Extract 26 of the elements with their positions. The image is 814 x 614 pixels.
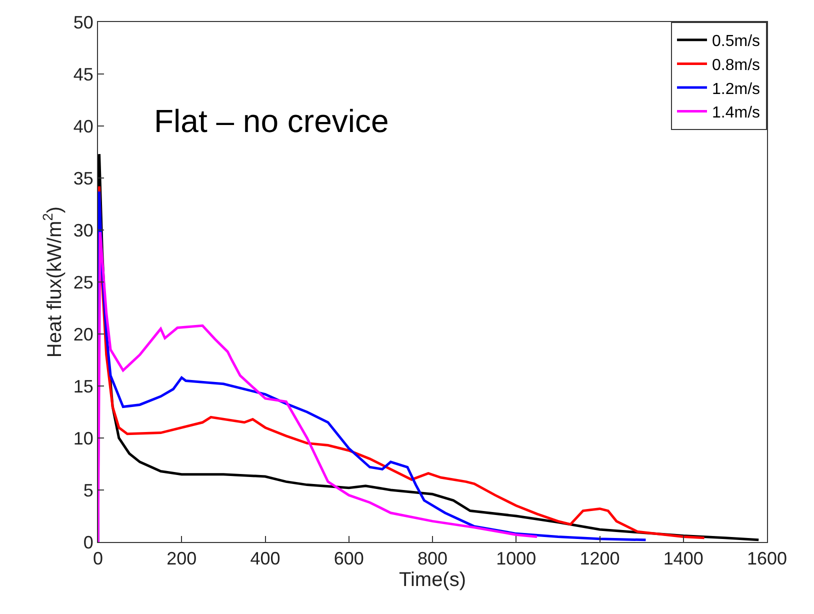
legend-label: 0.8m/s <box>712 56 760 74</box>
x-tick-label: 400 <box>250 548 280 569</box>
x-tick-label: 600 <box>334 548 364 569</box>
line-series <box>98 230 538 542</box>
x-tick-label: 1400 <box>663 548 704 569</box>
x-tick-label: 1600 <box>746 548 788 569</box>
y-tick-label: 10 <box>73 428 94 448</box>
y-tick-label: 40 <box>73 116 94 136</box>
y-tick-label: 35 <box>73 168 94 188</box>
y-tick-label: 30 <box>73 220 94 240</box>
x-tick-label: 200 <box>166 548 197 569</box>
x-tick-label: 800 <box>417 548 448 569</box>
y-tick-label: 45 <box>73 64 94 84</box>
y-tick-label: 0 <box>83 532 94 552</box>
y-tick-label: 20 <box>73 324 94 344</box>
y-tick-label: 25 <box>73 272 94 292</box>
y-tick-label: 5 <box>83 480 94 500</box>
x-tick-label: 1200 <box>580 548 620 569</box>
legend-label: 1.2m/s <box>712 80 760 98</box>
annotation: Flat – no crevice <box>154 103 389 139</box>
y-tick-label: 50 <box>73 12 94 32</box>
x-tick-label: 1000 <box>496 548 536 569</box>
legend-label: 1.4m/s <box>712 104 760 122</box>
legend-label: 0.5m/s <box>712 33 760 50</box>
x-axis-title: Time(s) <box>398 569 466 592</box>
y-tick-label: 15 <box>73 376 94 396</box>
